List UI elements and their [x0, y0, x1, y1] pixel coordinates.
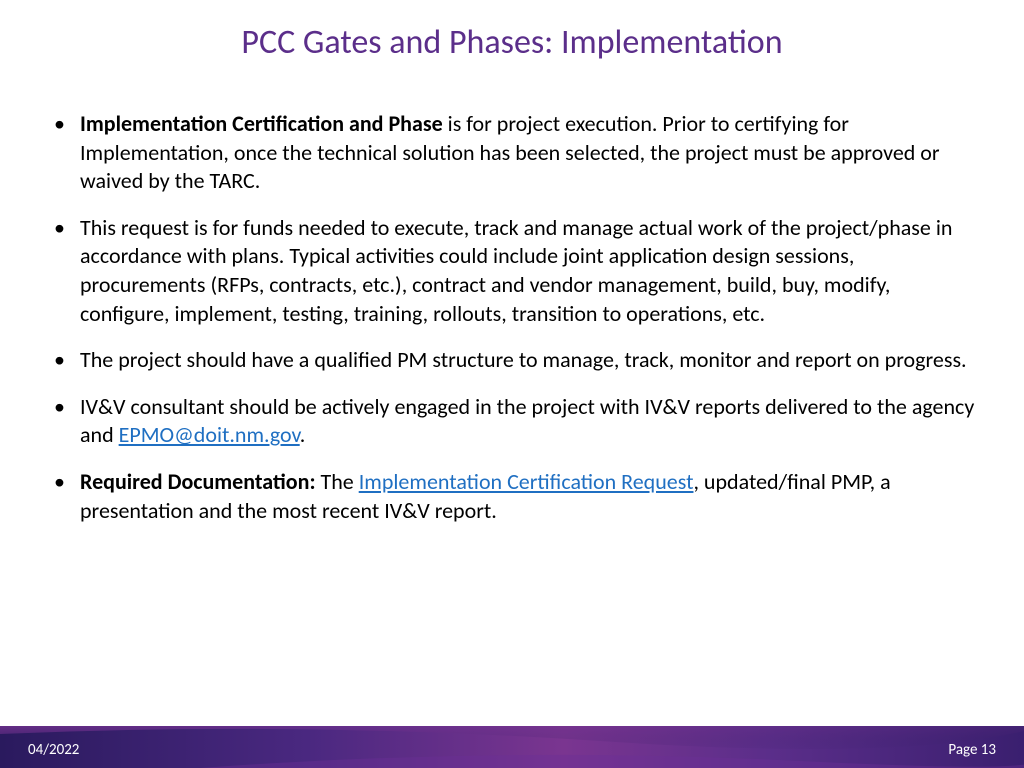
bullet-item: Implementation Certification and Phase i…: [48, 110, 976, 196]
footer-date: 04/2022: [28, 741, 79, 759]
bullet-text: The project should have a qualified PM s…: [80, 346, 967, 373]
bullet-bold-lead: Required Documentation:: [80, 468, 316, 495]
bullet-bold-lead: Implementation Certification and Phase: [80, 110, 443, 137]
bullet-item: The project should have a qualified PM s…: [48, 346, 976, 375]
email-link[interactable]: EPMO@doit.nm.gov: [119, 421, 300, 448]
slide-title: PCC Gates and Phases: Implementation: [0, 22, 1024, 63]
bullet-list: Implementation Certification and Phase i…: [48, 110, 976, 525]
bullet-text: The: [316, 468, 359, 495]
bullet-item: Required Documentation: The Implementati…: [48, 468, 976, 525]
bullet-text: This request is for funds needed to exec…: [80, 214, 952, 327]
footer-background: [0, 726, 1024, 768]
content-area: Implementation Certification and Phase i…: [48, 110, 976, 543]
footer-bar: 04/2022 Page 13: [0, 726, 1024, 768]
bullet-item: This request is for funds needed to exec…: [48, 214, 976, 328]
bullet-text: .: [300, 421, 306, 448]
doc-link[interactable]: Implementation Certification Request: [359, 468, 694, 495]
footer-page: Page 13: [948, 741, 996, 759]
slide: PCC Gates and Phases: Implementation Imp…: [0, 0, 1024, 768]
bullet-item: IV&V consultant should be actively engag…: [48, 393, 976, 450]
